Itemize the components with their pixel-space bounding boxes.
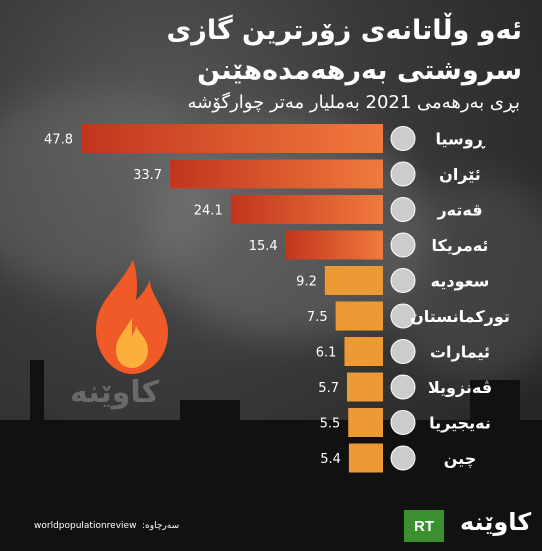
chart-subtitle: بڕی بەرهەمی 2021 بەملیار مەتر چوارگۆشە	[187, 92, 520, 113]
russia-flag-icon	[390, 126, 416, 151]
smoke-cloud	[0, 90, 220, 290]
bar	[230, 195, 383, 224]
iran-flag-icon	[390, 161, 416, 187]
usa-flag-icon	[390, 232, 416, 258]
bar	[348, 443, 383, 473]
data-label: 47.8	[44, 133, 73, 148]
rt-logo: RT	[404, 510, 444, 542]
data-label: 24.1	[194, 204, 223, 219]
data-label: 5.5	[320, 417, 341, 432]
data-label: 15.4	[249, 239, 278, 254]
bar	[346, 372, 383, 402]
factory-silhouette	[30, 360, 44, 430]
bar	[285, 230, 383, 260]
source-site: worldpopulationreview	[34, 521, 137, 531]
venezuela-flag-icon	[390, 374, 416, 400]
bar	[170, 159, 383, 189]
factory-silhouette	[180, 400, 240, 430]
bar	[324, 266, 383, 295]
category-label: نەیجیریا	[429, 414, 491, 433]
bar	[81, 124, 383, 153]
brand-logo: کاوێنە	[460, 508, 532, 536]
uae-flag-icon	[390, 339, 416, 364]
bar	[335, 301, 383, 331]
nigeria-flag-icon	[390, 410, 416, 435]
data-label: 33.7	[133, 168, 162, 183]
category-label: تورکمانستان	[410, 307, 510, 326]
category-label: ئەمریکا	[432, 236, 489, 255]
data-label: 6.1	[316, 346, 337, 361]
saudi-flag-icon	[390, 268, 416, 293]
category-label: ڕوسیا	[435, 130, 486, 149]
chart-title-line-2: سروشتی بەرهەمدەهێنن	[197, 55, 522, 86]
category-label: ڤەنزویلا	[428, 378, 492, 397]
brand-watermark: کاوێنە	[70, 375, 160, 410]
smoke-cloud	[150, 120, 430, 340]
bar	[348, 408, 383, 437]
data-label: 5.4	[320, 452, 341, 467]
category-label: چین	[444, 449, 476, 469]
china-flag-icon	[390, 445, 416, 471]
category-label: ئێران	[439, 165, 481, 184]
fire-icon	[96, 260, 168, 374]
source-label: سەرچاوە:	[142, 521, 180, 531]
category-label: سعودیە	[431, 272, 490, 291]
data-label: 9.2	[296, 275, 317, 290]
category-label: قەتەر	[436, 201, 482, 220]
qatar-flag-icon	[390, 197, 416, 222]
category-label: ئیمارات	[430, 343, 490, 362]
chart-title-line-1: ئەو وڵاتانەی زۆرترین گازی	[166, 15, 522, 46]
factory-silhouette	[0, 420, 542, 551]
bar	[344, 337, 383, 366]
turkmenistan-flag-icon	[390, 303, 416, 329]
factory-silhouette	[470, 380, 520, 430]
data-label: 5.7	[318, 381, 339, 396]
data-label: 7.5	[307, 310, 328, 325]
